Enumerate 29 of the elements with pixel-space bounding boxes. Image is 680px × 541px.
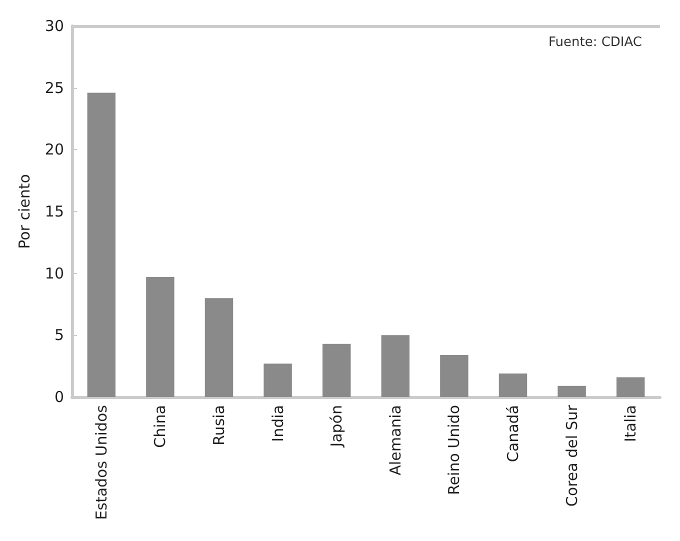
x-tick-label: Canadá <box>504 405 522 462</box>
x-tick-label: Estados Unidos <box>92 404 110 520</box>
bar <box>558 386 586 397</box>
bar <box>440 354 468 397</box>
x-tick-label: India <box>268 405 287 442</box>
x-tick-label: Alemania <box>386 405 404 476</box>
x-tick-label: Reino Unido <box>445 405 464 495</box>
x-tick-label: Japón <box>328 405 346 448</box>
bar <box>498 374 528 397</box>
bar <box>87 92 116 397</box>
y-tick-label: 20 <box>44 140 64 159</box>
bar <box>204 298 234 397</box>
y-tick-label: 25 <box>44 78 64 97</box>
x-tick-label: Italia <box>622 405 640 442</box>
bar <box>146 277 174 397</box>
x-tick-label: Corea del Sur <box>562 404 581 507</box>
y-tick-label: 0 <box>54 388 64 406</box>
x-tick-label: China <box>151 405 170 448</box>
y-tick-label: 5 <box>54 326 64 344</box>
y-tick-label: 15 <box>44 202 64 220</box>
bar <box>616 377 645 397</box>
annotation: Fuente: CDIAC <box>548 35 642 50</box>
y-tick-label: 10 <box>44 264 64 282</box>
bar <box>264 364 292 397</box>
bar <box>381 335 410 397</box>
bar <box>322 344 351 397</box>
x-tick-label: Rusia <box>210 405 228 446</box>
y-tick-label: 30 <box>44 17 64 35</box>
y-axis-title: Por ciento <box>16 174 34 249</box>
